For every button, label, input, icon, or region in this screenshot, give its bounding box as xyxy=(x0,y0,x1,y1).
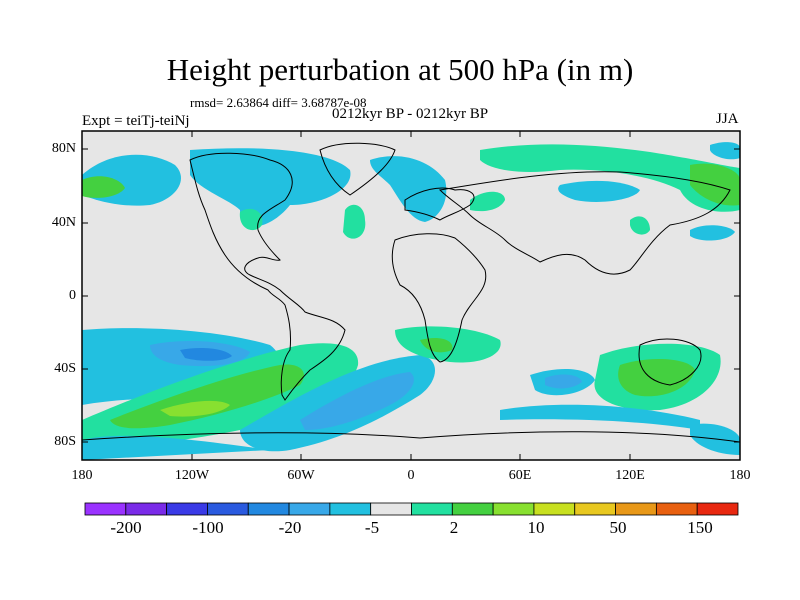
anomaly-fill xyxy=(82,176,125,198)
colorbar-box xyxy=(655,502,698,516)
colorbar-box xyxy=(492,502,535,516)
lat-label-equator: 0 xyxy=(69,288,76,303)
anomaly-fill xyxy=(82,435,270,460)
coastlines xyxy=(82,142,740,443)
lon-label-180e: 180 xyxy=(729,468,751,483)
anomaly-fill xyxy=(545,374,582,389)
anomaly-fill xyxy=(239,208,263,231)
colorbar-box xyxy=(696,502,739,516)
anomaly-fill xyxy=(500,404,700,430)
anomaly-fill xyxy=(420,338,453,353)
colorbar-box xyxy=(247,502,290,516)
colorbar-box xyxy=(533,502,576,516)
anomaly-fill xyxy=(710,142,740,160)
anomaly-fill xyxy=(480,144,740,212)
colorbar-label: 150 xyxy=(687,518,713,537)
anomaly-fill xyxy=(370,156,447,222)
colorbar-label: -20 xyxy=(278,518,302,537)
colorbar xyxy=(84,502,739,516)
colorbar-box xyxy=(166,502,208,516)
rmsd-stats: rmsd= 2.63864 diff= 3.68787e-08 xyxy=(190,95,367,110)
colorbar-box xyxy=(125,502,168,516)
anomaly-fill xyxy=(180,348,232,361)
experiment-label: Expt = teiTj-teiNj xyxy=(82,113,190,129)
colorbar-label: -100 xyxy=(192,518,224,537)
lat-label-80s: 80S xyxy=(54,434,76,449)
latitude-ticks xyxy=(82,148,740,443)
anomaly-fill xyxy=(160,400,230,417)
colorbar-box xyxy=(84,502,127,516)
period-label: 0212kyr BP - 0212kyr BP xyxy=(331,106,489,122)
colorbar-box xyxy=(370,502,412,516)
colorbar-box xyxy=(451,502,494,516)
lat-label-40n: 40N xyxy=(51,215,76,230)
longitude-ticks xyxy=(81,131,741,460)
colorbar-box xyxy=(329,502,372,516)
colorbar-label: 2 xyxy=(449,518,459,537)
season-label: JJA xyxy=(716,111,739,127)
lon-label-180w: 180 xyxy=(71,468,93,483)
anomaly-fill xyxy=(190,148,351,227)
anomaly-fill xyxy=(630,216,650,235)
colorbar-label: 10 xyxy=(527,518,545,537)
anomaly-fill xyxy=(690,225,735,241)
colorbar-box xyxy=(207,502,249,516)
anomaly-fill xyxy=(558,180,640,202)
lat-label-40s: 40S xyxy=(54,361,76,376)
colorbar-label: -200 xyxy=(110,518,142,537)
lon-label-60w: 60W xyxy=(287,468,315,483)
lon-label-120e: 120E xyxy=(615,468,645,483)
lon-label-60e: 60E xyxy=(508,468,532,483)
colorbar-box xyxy=(615,502,657,516)
anomaly-fill xyxy=(343,204,366,239)
anomaly-fill xyxy=(618,358,695,397)
colorbar-box xyxy=(574,502,616,516)
colorbar-box xyxy=(288,502,331,516)
lat-label-80n: 80N xyxy=(51,141,76,156)
anomaly-fill xyxy=(300,372,414,430)
map-title: Height perturbation at 500 hPa (in m) xyxy=(166,52,634,87)
map-plot-area xyxy=(82,131,740,460)
anomaly-fill xyxy=(110,364,304,429)
lon-label-0: 0 xyxy=(407,468,415,483)
colorbar-label: -5 xyxy=(364,518,380,537)
anomaly-fill xyxy=(470,191,505,212)
lon-label-120w: 120W xyxy=(174,468,210,483)
colorbar-box xyxy=(411,502,453,516)
colorbar-label: 50 xyxy=(609,518,627,537)
